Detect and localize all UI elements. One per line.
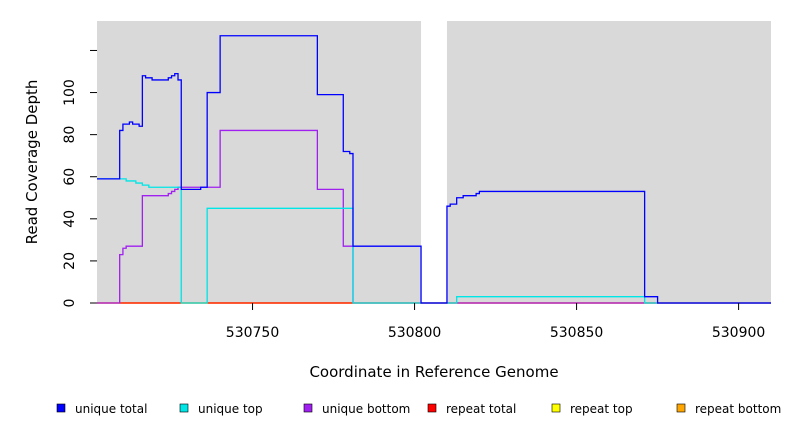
- y-tick-label: 40: [62, 210, 78, 228]
- y-tick-label: 100: [62, 79, 78, 106]
- legend-label: unique top: [198, 402, 263, 416]
- legend-swatch: [676, 403, 686, 413]
- legend: unique total unique top unique bottom repea…: [56, 402, 781, 416]
- legend-label: unique total: [75, 402, 147, 416]
- y-tick-label: 60: [62, 168, 78, 186]
- legend-label: unique bottom: [322, 402, 410, 416]
- x-tick-label: 530900: [712, 325, 765, 341]
- y-axis: 0 20 40 60 80 100: [62, 49, 97, 308]
- x-tick-label: 530800: [388, 325, 441, 341]
- series-line-unique-total: [97, 35, 771, 304]
- legend-swatch: [303, 403, 313, 413]
- legend-label: repeat top: [570, 402, 633, 416]
- legend-swatch: [56, 403, 66, 413]
- y-axis-title: Read Coverage Depth: [23, 80, 41, 245]
- y-tick-label: 0: [62, 299, 78, 308]
- legend-swatch: [427, 403, 437, 413]
- series-line-unique-bottom: [97, 129, 771, 304]
- x-tick-label: 530750: [226, 325, 279, 341]
- gap-region: [421, 21, 447, 303]
- x-axis-title: Coordinate in Reference Genome: [309, 363, 558, 381]
- series-layer: [97, 35, 771, 304]
- x-axis: 530750 530800 530850 530900: [226, 303, 765, 341]
- gap-regions: [421, 21, 447, 303]
- y-tick-label: 20: [62, 252, 78, 270]
- legend-label: repeat total: [446, 402, 516, 416]
- legend-label: repeat bottom: [695, 402, 781, 416]
- series-line-unique-top: [97, 178, 771, 304]
- legend-swatch: [179, 403, 189, 413]
- y-tick-label: 80: [62, 126, 78, 144]
- x-tick-label: 530850: [550, 325, 603, 341]
- legend-swatch: [551, 403, 561, 413]
